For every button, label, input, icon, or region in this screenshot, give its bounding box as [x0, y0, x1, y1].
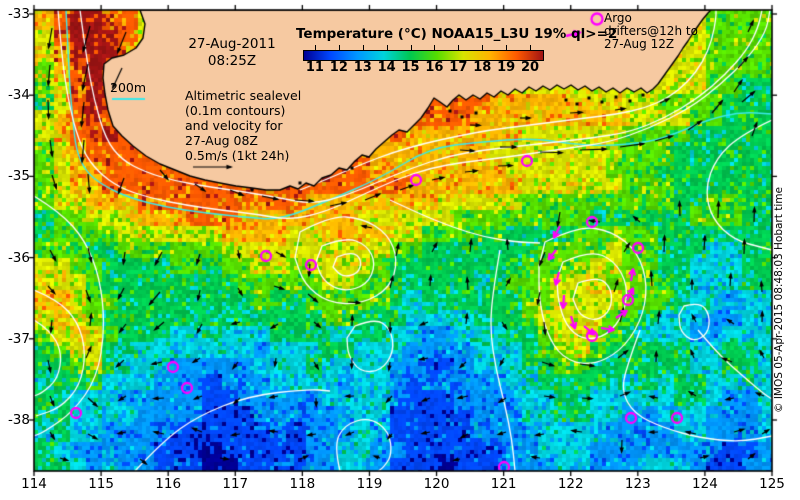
x-axis-tick-label: 124: [692, 476, 718, 492]
colorbar-tick-mark: [506, 45, 508, 50]
colorbar-tick-label: 15: [401, 60, 420, 75]
altimetric-note-line1: Altimetric sealevel: [185, 88, 302, 103]
x-axis-tick-label: 117: [222, 476, 249, 492]
y-axis-tick-label: -38: [7, 412, 30, 428]
colorbar-tick-mark: [314, 45, 316, 50]
map-date: 27-Aug-2011: [188, 36, 276, 52]
colorbar-tick-mark: [410, 45, 412, 50]
x-axis-tick-label: 115: [88, 476, 114, 492]
x-axis-tick-label: 114: [21, 476, 47, 492]
colorbar-tick-label: 17: [449, 60, 468, 75]
colorbar-tick-label: 13: [353, 60, 372, 75]
x-axis-tick-label: 118: [289, 476, 316, 492]
y-axis-tick-label: -36: [7, 249, 30, 266]
colorbar-tick-mark: [458, 45, 460, 50]
argo-legend-line2: drifters@12h to: [604, 24, 698, 38]
altimetric-note-line5: 0.5m/s (1kt 24h): [185, 148, 290, 163]
colorbar-tick-label: 16: [425, 60, 444, 75]
y-axis-tick-label: -35: [7, 168, 30, 185]
y-axis-tick-label: -34: [7, 87, 30, 104]
altimetric-note-line3: and velocity for: [185, 118, 283, 133]
colorbar-gradient: [304, 51, 543, 60]
colorbar-tick-mark: [338, 45, 340, 50]
colorbar-tick-label: 14: [377, 60, 396, 75]
argo-legend-line3: 27-Aug 12Z: [604, 37, 675, 51]
colorbar-tick-mark: [530, 45, 532, 50]
bathymetry-200m-label: 200m: [110, 80, 147, 95]
colorbar-tick-label: 12: [329, 60, 348, 75]
colorbar-tick-label: 19: [497, 60, 516, 75]
colorbar-tick-mark: [482, 45, 484, 50]
argo-legend-line1: Argo: [604, 11, 632, 25]
y-axis-tick-label: -37: [7, 330, 30, 347]
y-axis-tick-label: -33: [7, 6, 30, 22]
temperature-colorbar: [303, 50, 544, 61]
colorbar-title: Temperature (°C) NOAA15_L3U 19% ql>=2: [296, 26, 618, 42]
x-axis-tick-label: 120: [423, 476, 450, 492]
altimetric-note-line4: 27-Aug 08Z: [185, 133, 258, 148]
copyright-text: © IMOS 05-Apr-2015 08:48:03 Hobart time: [773, 187, 785, 413]
x-axis-tick-label: 122: [557, 476, 584, 492]
colorbar-tick-label: 18: [473, 60, 492, 75]
colorbar-tick-mark: [362, 45, 364, 50]
x-axis-tick-label: 123: [624, 476, 651, 492]
x-axis-tick-label: 121: [490, 476, 517, 492]
colorbar-tick-label: 20: [521, 60, 540, 75]
colorbar-tick-mark: [434, 45, 436, 50]
colorbar-tick-mark: [386, 45, 388, 50]
x-axis-tick-label: 119: [356, 476, 383, 492]
colorbar-tick-label: 11: [305, 60, 324, 75]
altimetric-note-line2: (0.1m contours): [185, 103, 286, 118]
x-axis-tick-label: 116: [155, 476, 182, 492]
map-time: 08:25Z: [207, 53, 257, 69]
x-axis-tick-label: 125: [759, 476, 785, 492]
